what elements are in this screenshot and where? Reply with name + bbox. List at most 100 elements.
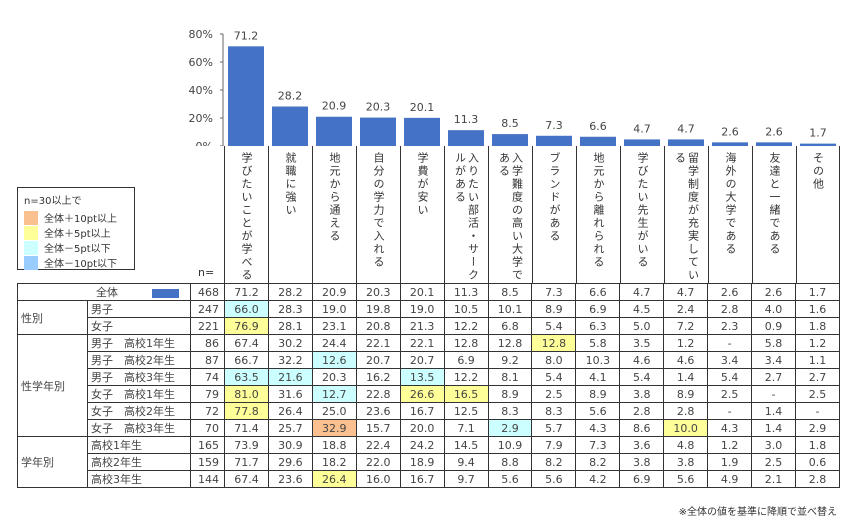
value-cell: 22.4 [355,436,401,454]
n-cell: 247 [190,300,225,318]
value-cell: 8.9 [663,385,709,403]
value-cell: 4.5 [619,300,665,318]
value-cell: 30.9 [267,436,313,454]
legend-swatch [24,210,38,225]
value-cell: 2.7 [794,368,841,386]
value-cell: 20.7 [355,351,401,369]
value-cell: 1.2 [663,334,709,352]
value-cell: 2.3 [707,317,753,335]
value-cell: 5.6 [663,470,709,488]
value-cell: 1.8 [794,317,841,335]
value-cell: 28.2 [267,283,313,301]
n-cell: 221 [190,317,225,335]
value-cell: 3.4 [751,351,796,369]
n-cell: 159 [190,453,225,471]
value-cell: - [707,334,753,352]
value-cell: 4.3 [575,419,621,437]
value-cell: 5.8 [751,334,796,352]
value-cell: 5.6 [487,470,533,488]
legend-swatch [24,225,38,240]
value-cell: 16.0 [355,470,401,488]
value-cell: 14.5 [443,436,489,454]
value-cell: 20.1 [399,283,445,301]
value-cell: 12.8 [487,334,533,352]
value-cell: - [794,402,841,420]
table-row-total: 全体 468 71.2 28.2 20.9 20.3 20.1 11.3 8.5 7.3 6.6 4.… [17,283,841,301]
bar [316,116,352,146]
value-cell: 26.6 [399,385,445,403]
value-cell: 81.0 [224,385,269,403]
bar-value-label: 2.6 [721,125,739,138]
column-header-label: 友達と一緒である [768,152,781,256]
value-cell: 66.7 [224,351,269,369]
legend-item: 全体＋5pt以上 [24,225,128,240]
value-cell: 6.8 [487,317,533,335]
value-cell: 25.7 [267,419,313,437]
column-header: その他 [796,146,840,283]
value-cell: 2.8 [794,470,841,488]
value-cell: 23.6 [355,402,401,420]
value-cell: 22.1 [355,334,401,352]
value-cell: 8.9 [487,385,533,403]
value-cell: 5.4 [707,368,753,386]
value-cell: 12.7 [311,385,357,403]
column-header-label: 留学制度が充実している [673,152,700,282]
value-cell: 8.9 [531,300,577,318]
bar-value-label: 7.3 [545,119,563,132]
value-cell: 2.8 [707,300,753,318]
bar [536,135,572,146]
n-cell: 70 [190,419,225,437]
column-header: 学びたいことが学べる [224,146,268,283]
value-cell: 10.0 [663,419,709,437]
bar-value-label: 4.7 [633,122,651,135]
value-cell: 8.6 [619,419,665,437]
value-cell: 30.2 [267,334,313,352]
n-header: n= [198,266,215,279]
value-cell: 5.6 [575,402,621,420]
value-cell: 71.2 [224,283,269,301]
value-cell: 4.6 [619,351,665,369]
value-cell: 8.2 [531,453,577,471]
bar [228,46,264,146]
table-row: 高校3年生 144 67.4 23.6 26.4 16.0 16.7 9.7 5.6 5.6 4.2… [18,470,841,488]
bar [668,139,704,146]
value-cell: 11.3 [443,283,489,301]
column-header: 留学制度が充実している [664,146,708,283]
value-cell: 12.2 [443,368,489,386]
value-cell: 8.2 [575,453,621,471]
value-cell: 26.4 [267,402,313,420]
value-cell: 5.4 [619,368,665,386]
value-cell: 5.8 [575,334,621,352]
value-cell: 23.1 [311,317,357,335]
value-cell: 12.5 [443,402,489,420]
value-cell: 2.8 [663,402,709,420]
value-cell: 71.4 [224,419,269,437]
row-label: 高校1年生 [87,436,191,454]
value-cell: 2.8 [619,402,665,420]
column-header: 自分の学力で入れる [356,146,400,283]
n-cell: 74 [190,368,225,386]
value-cell: 10.3 [575,351,621,369]
table-row: 女子 高校2年生 72 77.8 26.4 25.0 23.6 16.7 12.5 8.3 8.3… [18,402,841,420]
value-cell: 3.5 [619,334,665,352]
column-header: 学びたい先生がいる [620,146,664,283]
bar-value-label: 20.9 [322,100,347,113]
row-label: 女子 高校1年生 [87,385,191,403]
value-cell: 67.4 [224,334,269,352]
value-cell: 8.3 [487,402,533,420]
column-header-label: 入りたい部活・サークルがある [453,152,480,282]
column-header-label: 海外の大学である [724,152,737,256]
value-cell: 5.7 [531,419,577,437]
bar-value-label: 6.6 [589,120,607,133]
value-cell: 4.2 [575,470,621,488]
value-cell: 3.8 [663,453,709,471]
value-cell: 76.9 [224,317,269,335]
table-row: 性学年別 男子 高校1年生 86 67.4 30.2 24.4 22.1 22.1 12.8 12… [17,334,841,437]
bar [800,143,836,146]
legend: n=30以上で 全体＋10pt以上 全体＋5pt以上 全体－5pt以下 全体－10pt… [17,187,135,270]
value-cell: 13.5 [399,368,445,386]
column-header: ブランドがある [532,146,576,283]
value-cell: 2.4 [663,300,709,318]
value-cell: - [751,385,796,403]
